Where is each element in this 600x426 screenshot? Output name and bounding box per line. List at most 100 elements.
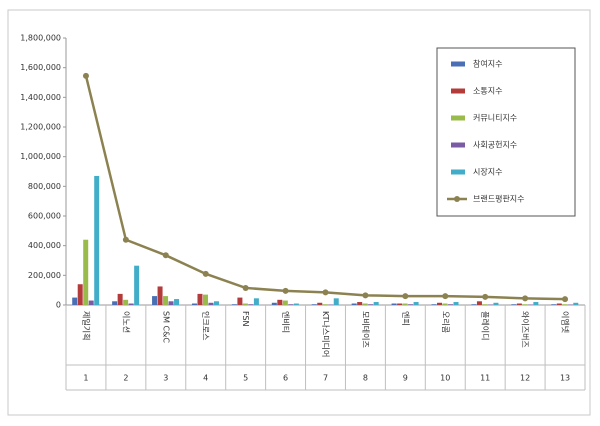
bar bbox=[373, 302, 379, 305]
y-tick-label: 0 bbox=[56, 301, 61, 310]
x-tick-label: 제일기획 bbox=[81, 311, 91, 340]
bar bbox=[123, 299, 129, 305]
bar bbox=[288, 304, 294, 305]
bar bbox=[562, 304, 568, 305]
line-marker bbox=[322, 289, 329, 296]
bar bbox=[77, 284, 83, 305]
x-tick-label: 와이즈버즈 bbox=[521, 311, 531, 348]
bar bbox=[493, 302, 499, 305]
x-tick-label: SM C&C bbox=[161, 311, 170, 343]
rank-label: 12 bbox=[520, 374, 530, 383]
x-tick-label: 오리콤 bbox=[441, 311, 450, 333]
rank-label: 4 bbox=[203, 374, 208, 383]
rank-label: 6 bbox=[283, 374, 288, 383]
bar bbox=[397, 303, 403, 305]
y-tick-label: 1,000,000 bbox=[20, 152, 61, 161]
bar bbox=[242, 303, 248, 305]
legend-label: 사회공헌지수 bbox=[473, 141, 517, 150]
x-tick-label: 플레이디 bbox=[481, 311, 491, 340]
x-tick-label: 이노션 bbox=[121, 311, 131, 333]
rank-label: 3 bbox=[163, 374, 168, 383]
line-marker bbox=[282, 287, 289, 294]
legend-label: 시장지수 bbox=[473, 167, 502, 177]
line-marker bbox=[162, 252, 169, 259]
x-tick-label: FSN bbox=[241, 311, 250, 327]
bar bbox=[293, 303, 299, 305]
bar bbox=[311, 304, 317, 305]
y-tick-label: 800,000 bbox=[28, 182, 61, 191]
bar bbox=[333, 298, 339, 305]
rank-label: 7 bbox=[323, 374, 328, 383]
bar bbox=[431, 304, 437, 305]
line-marker bbox=[522, 295, 529, 302]
bar bbox=[253, 298, 259, 305]
y-tick-label: 200,000 bbox=[28, 271, 61, 280]
y-tick-label: 1,200,000 bbox=[20, 123, 61, 132]
line-marker bbox=[562, 296, 569, 303]
bar bbox=[551, 304, 557, 305]
bar bbox=[282, 300, 288, 305]
rank-label: 8 bbox=[363, 374, 368, 383]
bar bbox=[471, 304, 477, 305]
legend-swatch bbox=[451, 169, 465, 175]
bar bbox=[248, 304, 254, 305]
bar bbox=[208, 302, 214, 305]
bar bbox=[83, 239, 89, 305]
x-tick-label: 엔비티 bbox=[281, 311, 291, 333]
y-tick-label: 1,800,000 bbox=[20, 34, 61, 43]
y-tick-label: 600,000 bbox=[28, 212, 61, 221]
bar bbox=[408, 304, 414, 305]
line-marker bbox=[402, 293, 409, 300]
bar bbox=[476, 301, 482, 305]
bar bbox=[317, 302, 323, 305]
bar bbox=[556, 303, 562, 305]
line-marker bbox=[362, 292, 369, 299]
rank-label: 13 bbox=[560, 374, 570, 383]
bar bbox=[573, 302, 579, 305]
bar bbox=[174, 299, 180, 305]
x-tick-label: 모비데이즈 bbox=[361, 311, 371, 348]
rank-label: 11 bbox=[480, 374, 490, 383]
bar bbox=[112, 301, 118, 305]
line-marker bbox=[122, 236, 129, 243]
line-marker bbox=[242, 284, 249, 291]
bar bbox=[191, 303, 197, 305]
legend-swatch bbox=[451, 61, 465, 67]
bar bbox=[168, 301, 174, 305]
legend-swatch bbox=[451, 88, 465, 94]
bar bbox=[157, 286, 163, 305]
legend-label: 소통지수 bbox=[473, 87, 502, 96]
rank-label: 5 bbox=[243, 374, 248, 383]
legend-label: 브랜드평판지수 bbox=[473, 194, 525, 204]
line-marker bbox=[82, 72, 89, 79]
bar bbox=[322, 304, 328, 305]
bar bbox=[271, 302, 277, 305]
line-marker bbox=[202, 270, 209, 277]
rank-label: 9 bbox=[403, 374, 408, 383]
bar bbox=[442, 303, 448, 305]
bar bbox=[231, 304, 237, 305]
bar bbox=[94, 175, 100, 305]
bar bbox=[351, 303, 357, 305]
bar bbox=[516, 303, 522, 305]
bar bbox=[134, 265, 140, 305]
legend-box bbox=[436, 47, 576, 217]
line-marker bbox=[442, 293, 449, 300]
line-marker bbox=[482, 293, 489, 300]
bar bbox=[72, 297, 78, 305]
bar bbox=[448, 304, 454, 305]
bar bbox=[482, 304, 488, 305]
bar bbox=[117, 293, 123, 305]
bar bbox=[88, 300, 94, 305]
rank-label: 10 bbox=[440, 374, 450, 383]
legend-swatch bbox=[451, 142, 465, 148]
rank-label: 2 bbox=[123, 374, 128, 383]
bar bbox=[202, 294, 208, 305]
bar bbox=[277, 299, 283, 305]
y-tick-label: 1,600,000 bbox=[20, 63, 61, 72]
bar bbox=[437, 302, 443, 305]
bar bbox=[357, 302, 363, 305]
legend-swatch bbox=[451, 115, 465, 121]
bar bbox=[453, 302, 459, 305]
bar bbox=[128, 303, 134, 305]
